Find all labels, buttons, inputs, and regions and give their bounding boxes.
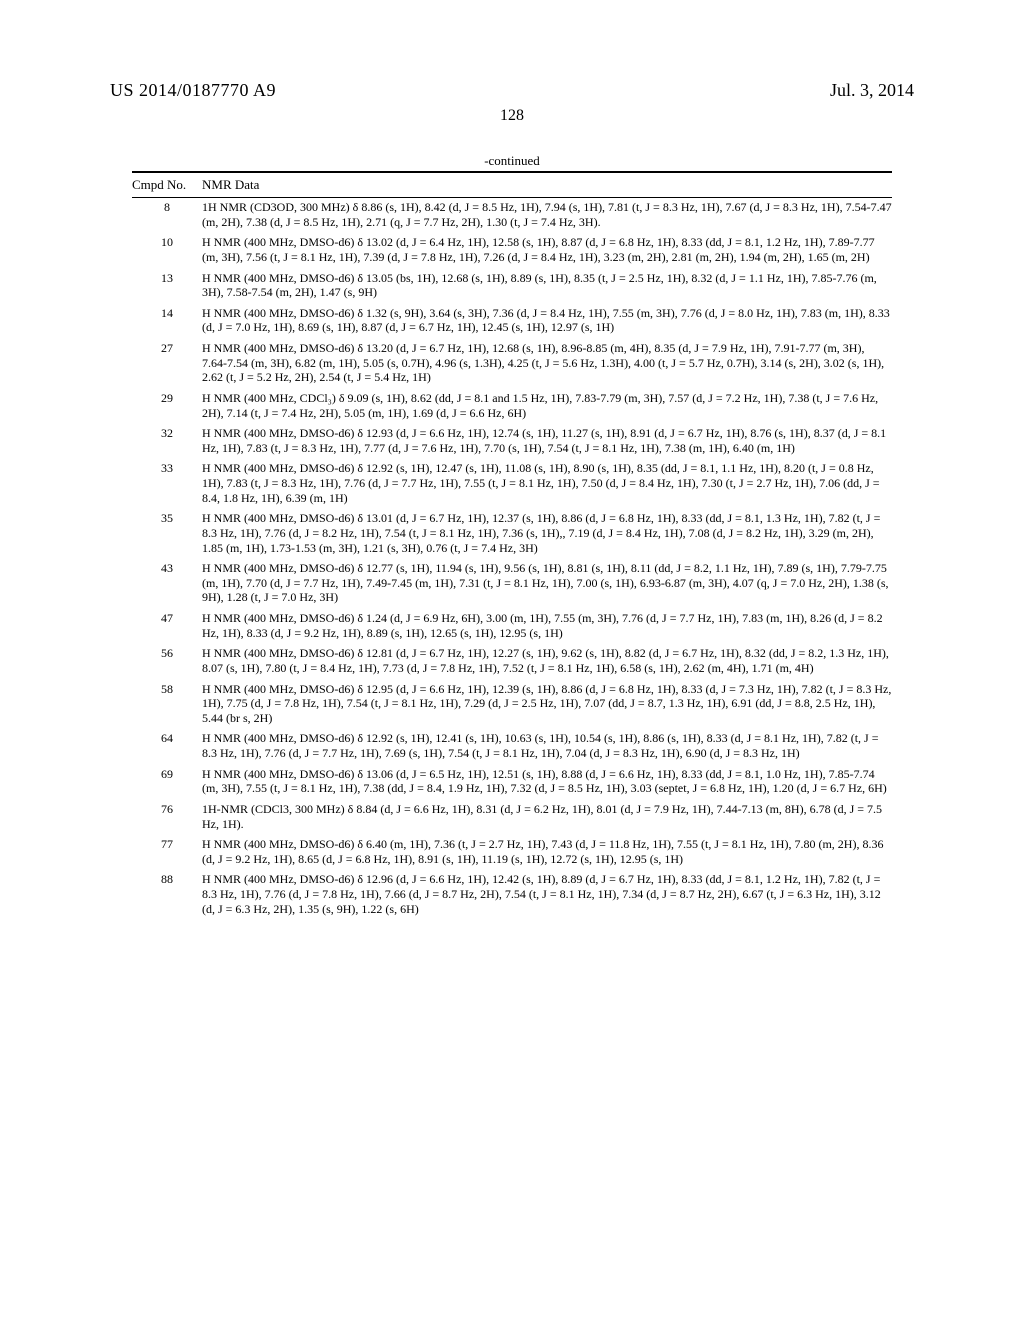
table-row: 761H-NMR (CDCl3, 300 MHz) δ 8.84 (d, J =… [132,800,892,835]
nmr-data-cell: H NMR (400 MHz, DMSO-d6) δ 12.96 (d, J =… [202,870,892,920]
table-row: 77H NMR (400 MHz, DMSO-d6) δ 6.40 (m, 1H… [132,835,892,870]
table-row: 69H NMR (400 MHz, DMSO-d6) δ 13.06 (d, J… [132,765,892,800]
col-header-cmpd: Cmpd No. [132,177,202,193]
nmr-data-cell: 1H NMR (CD3OD, 300 MHz) δ 8.86 (s, 1H), … [202,198,892,233]
cmpd-no-cell: 29 [132,389,202,424]
cmpd-no-cell: 27 [132,339,202,389]
table-row: 13H NMR (400 MHz, DMSO-d6) δ 13.05 (bs, … [132,269,892,304]
cmpd-no-cell: 88 [132,870,202,920]
cmpd-no-cell: 43 [132,559,202,609]
table-row: 88H NMR (400 MHz, DMSO-d6) δ 12.96 (d, J… [132,870,892,920]
cmpd-no-cell: 32 [132,424,202,459]
cmpd-no-cell: 58 [132,680,202,730]
page-number: 128 [110,107,914,125]
nmr-data-cell: H NMR (400 MHz, DMSO-d6) δ 12.92 (s, 1H)… [202,729,892,764]
nmr-data-cell: H NMR (400 MHz, DMSO-d6) δ 12.92 (s, 1H)… [202,459,892,509]
table-row: 47H NMR (400 MHz, DMSO-d6) δ 1.24 (d, J … [132,609,892,644]
cmpd-no-cell: 56 [132,644,202,679]
nmr-table: 81H NMR (CD3OD, 300 MHz) δ 8.86 (s, 1H),… [132,198,892,920]
publication-number: US 2014/0187770 A9 [110,80,276,101]
table-row: 64H NMR (400 MHz, DMSO-d6) δ 12.92 (s, 1… [132,729,892,764]
nmr-data-cell: H NMR (400 MHz, DMSO-d6) δ 12.81 (d, J =… [202,644,892,679]
table-row: 33H NMR (400 MHz, DMSO-d6) δ 12.92 (s, 1… [132,459,892,509]
nmr-data-cell: H NMR (400 MHz, DMSO-d6) δ 13.05 (bs, 1H… [202,269,892,304]
cmpd-no-cell: 10 [132,233,202,268]
nmr-data-cell: H NMR (400 MHz, CDCl₃) δ 9.09 (s, 1H), 8… [202,389,892,424]
table-row: 32H NMR (400 MHz, DMSO-d6) δ 12.93 (d, J… [132,424,892,459]
nmr-data-cell: H NMR (400 MHz, DMSO-d6) δ 6.40 (m, 1H),… [202,835,892,870]
table-row: 81H NMR (CD3OD, 300 MHz) δ 8.86 (s, 1H),… [132,198,892,233]
page-header: US 2014/0187770 A9 Jul. 3, 2014 [110,80,914,101]
nmr-data-cell: 1H-NMR (CDCl3, 300 MHz) δ 8.84 (d, J = 6… [202,800,892,835]
table-row: 27H NMR (400 MHz, DMSO-d6) δ 13.20 (d, J… [132,339,892,389]
cmpd-no-cell: 14 [132,304,202,339]
table-row: 43H NMR (400 MHz, DMSO-d6) δ 12.77 (s, 1… [132,559,892,609]
nmr-data-cell: H NMR (400 MHz, DMSO-d6) δ 12.77 (s, 1H)… [202,559,892,609]
nmr-data-cell: H NMR (400 MHz, DMSO-d6) δ 1.32 (s, 9H),… [202,304,892,339]
nmr-data-cell: H NMR (400 MHz, DMSO-d6) δ 13.02 (d, J =… [202,233,892,268]
page: US 2014/0187770 A9 Jul. 3, 2014 128 -con… [0,0,1024,1320]
table-row: 29H NMR (400 MHz, CDCl₃) δ 9.09 (s, 1H),… [132,389,892,424]
nmr-data-cell: H NMR (400 MHz, DMSO-d6) δ 12.93 (d, J =… [202,424,892,459]
table-row: 56H NMR (400 MHz, DMSO-d6) δ 12.81 (d, J… [132,644,892,679]
nmr-data-cell: H NMR (400 MHz, DMSO-d6) δ 13.20 (d, J =… [202,339,892,389]
cmpd-no-cell: 77 [132,835,202,870]
cmpd-no-cell: 47 [132,609,202,644]
cmpd-no-cell: 13 [132,269,202,304]
nmr-table-wrap: -continued Cmpd No. NMR Data 81H NMR (CD… [132,153,892,920]
cmpd-no-cell: 33 [132,459,202,509]
cmpd-no-cell: 8 [132,198,202,233]
cmpd-no-cell: 35 [132,509,202,559]
nmr-data-cell: H NMR (400 MHz, DMSO-d6) δ 13.01 (d, J =… [202,509,892,559]
col-header-data: NMR Data [202,177,892,193]
table-row: 58H NMR (400 MHz, DMSO-d6) δ 12.95 (d, J… [132,680,892,730]
nmr-data-cell: H NMR (400 MHz, DMSO-d6) δ 13.06 (d, J =… [202,765,892,800]
nmr-data-cell: H NMR (400 MHz, DMSO-d6) δ 1.24 (d, J = … [202,609,892,644]
cmpd-no-cell: 69 [132,765,202,800]
table-header-row: Cmpd No. NMR Data [132,173,892,197]
cmpd-no-cell: 64 [132,729,202,764]
table-row: 35H NMR (400 MHz, DMSO-d6) δ 13.01 (d, J… [132,509,892,559]
cmpd-no-cell: 76 [132,800,202,835]
table-row: 14H NMR (400 MHz, DMSO-d6) δ 1.32 (s, 9H… [132,304,892,339]
publication-date: Jul. 3, 2014 [830,80,914,101]
table-row: 10H NMR (400 MHz, DMSO-d6) δ 13.02 (d, J… [132,233,892,268]
continued-label: -continued [132,153,892,169]
nmr-data-cell: H NMR (400 MHz, DMSO-d6) δ 12.95 (d, J =… [202,680,892,730]
